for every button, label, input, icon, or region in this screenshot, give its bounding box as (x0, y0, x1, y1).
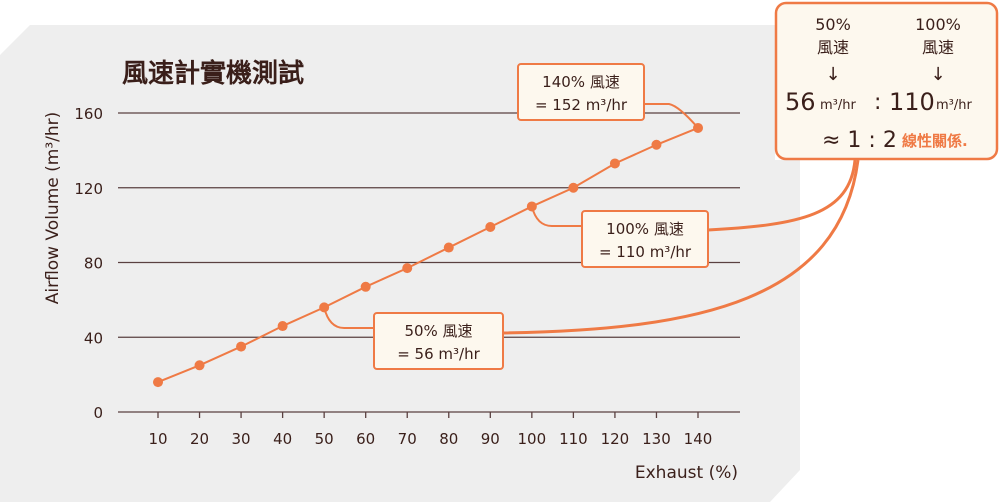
data-point (402, 263, 413, 274)
summary-left-value: 56 (785, 88, 816, 116)
summary-box: 50% 風速 ↓ 100% 風速 ↓ 56 m³/hr : 110 m³/hr … (774, 1, 999, 161)
annotation-title: 100% 風速 (606, 220, 684, 238)
data-point (236, 341, 247, 352)
x-tick-label: 40 (273, 430, 292, 448)
arrow-down-icon: ↓ (825, 64, 840, 85)
data-point (651, 139, 662, 150)
annotation-value: = 110 m³/hr (599, 243, 692, 261)
annotation-frame (373, 312, 504, 370)
chart-card (0, 25, 800, 502)
data-point (526, 201, 537, 212)
y-axis-label: Airflow Volume (m³/hr) (43, 112, 63, 305)
data-point (485, 221, 496, 232)
annotation-frame (581, 210, 709, 268)
x-tick-label: 50 (315, 430, 334, 448)
annotation-box: 100% 風速 = 110 m³/hr (581, 210, 709, 268)
annotation-box: 140% 風速 = 152 m³/hr (517, 63, 645, 121)
summary-right-value: 110 (889, 88, 935, 116)
y-tick-label: 120 (74, 180, 103, 198)
summary-right-label-2: 風速 (922, 38, 954, 57)
annotation-title: 50% 風速 (404, 322, 472, 340)
x-tick-label: 120 (601, 430, 630, 448)
summary-ratio: ≈ 1 : 2 (822, 128, 897, 153)
annotation-frame (517, 63, 645, 121)
summary-conclusion: 線性關係. (902, 132, 968, 150)
callout-curve-100 (707, 159, 857, 232)
x-tick-label: 60 (356, 430, 375, 448)
summary-unit: m³/hr (820, 98, 856, 113)
annotation-value: = 152 m³/hr (535, 96, 628, 114)
chart-title: 風速計實機測試 (122, 58, 304, 89)
x-tick-label: 100 (518, 430, 547, 448)
data-point (568, 182, 579, 193)
annotation-box: 50% 風速 = 56 m³/hr (373, 312, 504, 370)
x-tick-label: 110 (559, 430, 588, 448)
arrow-down-icon: ↓ (930, 64, 945, 85)
data-point (360, 281, 371, 292)
annotation-value: = 56 m³/hr (397, 345, 480, 363)
data-point (153, 377, 163, 388)
x-tick-label: 80 (439, 430, 458, 448)
summary-colon: : (874, 90, 881, 115)
x-axis-label: Exhaust (%) (635, 463, 738, 483)
callout-curve-50 (502, 159, 860, 335)
x-tick-label: 90 (481, 430, 500, 448)
data-point (693, 122, 703, 133)
x-tick-label: 10 (148, 430, 167, 448)
data-point (319, 302, 330, 313)
data-point (609, 158, 620, 169)
summary-left-label-2: 風速 (817, 38, 849, 57)
x-tick-label: 20 (190, 430, 209, 448)
y-tick-label: 40 (84, 329, 103, 347)
y-tick-label: 0 (93, 404, 103, 422)
x-tick-label: 140 (684, 430, 713, 448)
x-tick-label: 130 (642, 430, 671, 448)
data-point (277, 321, 288, 332)
summary-left-label-1: 50% (815, 15, 851, 34)
annotation-title: 140% 風速 (542, 73, 620, 91)
y-tick-label: 80 (84, 255, 103, 273)
data-point (194, 360, 205, 371)
data-line (157, 127, 699, 384)
summary-right-label-1: 100% (915, 15, 961, 34)
annotation-connector (644, 103, 699, 129)
x-tick-label: 30 (232, 430, 251, 448)
data-point (443, 242, 454, 253)
x-tick-label: 70 (398, 430, 417, 448)
y-tick-label: 160 (74, 105, 103, 123)
summary-unit: m³/hr (936, 98, 972, 113)
